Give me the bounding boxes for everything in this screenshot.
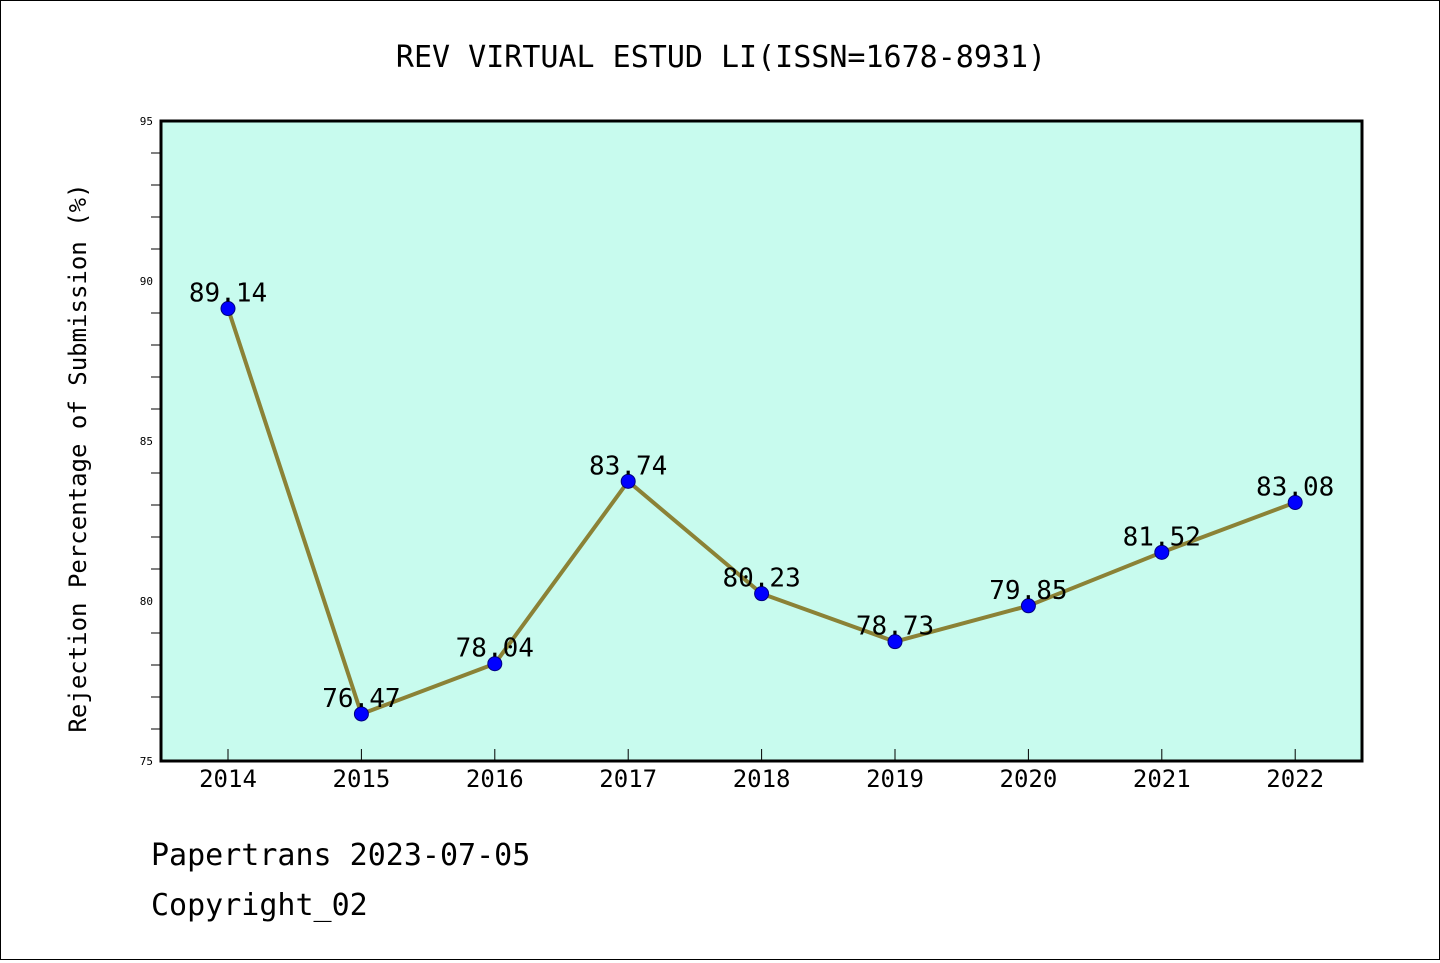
y-axis-tick-labels: 75 80 85 90 95 xyxy=(140,115,153,768)
x-tick-label: 2014 xyxy=(199,765,257,793)
data-label: 78.04 xyxy=(456,634,534,664)
data-label: 81.52 xyxy=(1123,522,1201,552)
data-label: 83.74 xyxy=(589,451,667,481)
x-tick-label: 2021 xyxy=(1133,765,1191,793)
plot-area xyxy=(159,119,1364,763)
data-point xyxy=(887,634,903,650)
x-tick-label: 2020 xyxy=(1000,765,1058,793)
y-tick-label: 95 xyxy=(140,115,153,128)
x-axis-tick-labels: 2014 2015 2016 2017 2018 2019 2020 2021 2022 xyxy=(199,765,1324,793)
footer-date: Papertrans 2023-07-05 xyxy=(151,838,530,873)
data-point xyxy=(1154,544,1170,560)
data-point xyxy=(220,301,236,317)
x-tick-label: 2019 xyxy=(866,765,924,793)
footer-copyright: Copyright_02 xyxy=(151,888,368,923)
data-point xyxy=(353,706,369,722)
data-label: 78.73 xyxy=(856,612,934,642)
data-point xyxy=(487,656,503,672)
x-axis-ticks xyxy=(227,749,1296,761)
x-tick-label: 2017 xyxy=(599,765,657,793)
x-tick-label: 2016 xyxy=(466,765,524,793)
y-tick-label: 80 xyxy=(140,595,153,608)
x-tick-label: 2018 xyxy=(733,765,791,793)
y-tick-label: 85 xyxy=(140,435,153,448)
data-points xyxy=(220,301,1303,722)
y-tick-label: 75 xyxy=(140,755,153,768)
data-label: 76.47 xyxy=(322,684,400,714)
data-point xyxy=(1020,598,1036,614)
x-tick-label: 2022 xyxy=(1266,765,1324,793)
y-axis-ticks xyxy=(151,152,161,730)
chart-title: REV VIRTUAL ESTUD LI(ISSN=1678-8931) xyxy=(396,40,1046,75)
y-tick-label: 90 xyxy=(140,275,153,288)
data-label: 89.14 xyxy=(189,279,267,309)
data-label: 79.85 xyxy=(989,576,1067,606)
x-tick-label: 2015 xyxy=(333,765,391,793)
data-label: 83.08 xyxy=(1256,472,1334,502)
y-axis-label: Rejection Percentage of Submission (%) xyxy=(64,183,92,732)
data-label: 80.23 xyxy=(722,564,800,594)
data-point xyxy=(754,586,770,602)
data-point xyxy=(620,473,636,489)
data-labels: 89.14 76.47 78.04 83.74 80.23 78.73 79.85 81.52… xyxy=(189,279,1334,714)
data-point xyxy=(1287,494,1303,510)
